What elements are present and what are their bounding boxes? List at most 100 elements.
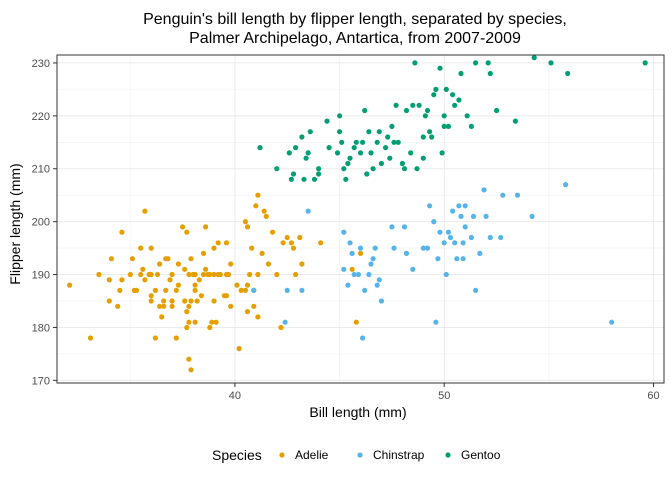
data-point-gentoo: [370, 166, 376, 172]
data-point-gentoo: [383, 145, 389, 151]
data-point-adelie: [108, 256, 114, 262]
data-point-gentoo: [458, 70, 464, 77]
data-point-adelie: [148, 298, 154, 304]
data-point-chinstrap: [347, 240, 353, 246]
data-point-gentoo: [439, 150, 445, 156]
data-point-adelie: [184, 324, 190, 331]
data-point-adelie: [138, 245, 144, 251]
data-points: [67, 55, 648, 373]
data-point-chinstrap: [529, 213, 535, 219]
data-point-gentoo: [464, 113, 470, 119]
data-point-gentoo: [357, 150, 364, 156]
data-point-gentoo: [316, 171, 322, 177]
data-point-adelie: [152, 287, 158, 293]
x-tick-label: 40: [229, 390, 241, 402]
data-point-adelie: [133, 287, 140, 293]
data-point-adelie: [182, 298, 188, 304]
data-point-adelie: [196, 277, 202, 283]
data-point-adelie: [234, 282, 240, 288]
data-point-chinstrap: [282, 319, 288, 325]
data-point-gentoo: [403, 107, 410, 114]
data-point-gentoo: [299, 134, 305, 140]
data-point-adelie: [157, 303, 163, 309]
data-point-adelie: [163, 287, 169, 293]
data-point-adelie: [142, 277, 148, 283]
data-point-adelie: [142, 208, 148, 214]
data-point-adelie: [270, 229, 276, 235]
legend-key-gentoo: [445, 452, 451, 458]
data-point-gentoo: [366, 129, 372, 135]
data-point-adelie: [353, 319, 359, 325]
data-point-gentoo: [473, 60, 479, 66]
data-point-adelie: [251, 303, 257, 309]
y-tick-label: 190: [32, 270, 50, 282]
data-point-gentoo: [433, 86, 439, 92]
data-point-adelie: [228, 261, 234, 267]
data-point-gentoo: [303, 155, 309, 161]
data-point-chinstrap: [391, 245, 397, 251]
data-point-chinstrap: [454, 256, 460, 262]
data-point-gentoo: [337, 113, 343, 119]
data-point-adelie: [242, 219, 248, 225]
plot-panel-border: [56, 54, 665, 384]
data-point-chinstrap: [427, 203, 433, 209]
data-point-adelie: [200, 250, 207, 256]
data-point-adelie: [211, 271, 217, 278]
data-point-chinstrap: [456, 203, 462, 209]
data-point-adelie: [215, 240, 221, 246]
data-point-chinstrap: [372, 245, 378, 251]
data-point-gentoo: [387, 155, 393, 161]
data-point-adelie: [192, 287, 198, 293]
data-point-adelie: [148, 245, 154, 251]
y-axis-title: Flipper length (mm): [7, 163, 23, 284]
data-point-adelie: [255, 192, 261, 198]
data-point-adelie: [203, 266, 209, 272]
data-point-gentoo: [408, 150, 414, 156]
data-point-chinstrap: [360, 335, 366, 341]
data-point-adelie: [253, 203, 259, 209]
data-point-gentoo: [362, 107, 368, 114]
data-point-adelie: [96, 271, 102, 278]
data-point-adelie: [217, 271, 223, 278]
data-point-gentoo: [450, 92, 456, 98]
data-point-chinstrap: [609, 319, 615, 325]
data-point-adelie: [87, 335, 94, 341]
data-point-adelie: [259, 250, 265, 256]
data-point-gentoo: [393, 102, 399, 108]
data-point-gentoo: [565, 70, 571, 77]
data-point-gentoo: [360, 139, 366, 145]
data-point-gentoo: [316, 166, 322, 172]
data-point-chinstrap: [341, 229, 347, 235]
grid-lines: [57, 55, 664, 383]
data-point-gentoo: [257, 145, 263, 151]
data-point-adelie: [188, 298, 194, 304]
legend-label-adelie: Adelie: [295, 448, 329, 462]
data-point-chinstrap: [563, 182, 569, 188]
data-point-adelie: [152, 335, 158, 341]
legend: Species Adelie Chinstrap Gentoo: [212, 447, 501, 463]
data-point-gentoo: [420, 155, 426, 161]
data-point-adelie: [207, 271, 213, 278]
data-point-gentoo: [548, 60, 554, 66]
data-point-adelie: [173, 287, 179, 293]
data-point-chinstrap: [500, 192, 506, 198]
data-point-adelie: [293, 271, 299, 278]
data-point-chinstrap: [473, 287, 479, 293]
axis-ticks: 40 50 60 170 180 190 200 210 220 230: [32, 58, 660, 402]
data-point-adelie: [236, 346, 242, 352]
data-point-gentoo: [345, 160, 351, 167]
data-point-adelie: [278, 324, 284, 331]
data-point-gentoo: [305, 150, 311, 156]
data-point-adelie: [157, 261, 163, 267]
data-point-gentoo: [424, 107, 431, 114]
data-point-chinstrap: [487, 234, 493, 241]
data-point-chinstrap: [341, 266, 347, 272]
data-point-chinstrap: [299, 287, 305, 293]
data-point-gentoo: [420, 134, 426, 140]
data-point-chinstrap: [362, 287, 368, 293]
data-point-chinstrap: [410, 266, 416, 272]
data-point-chinstrap: [462, 224, 468, 230]
data-point-chinstrap: [452, 240, 458, 246]
data-point-gentoo: [468, 123, 474, 129]
